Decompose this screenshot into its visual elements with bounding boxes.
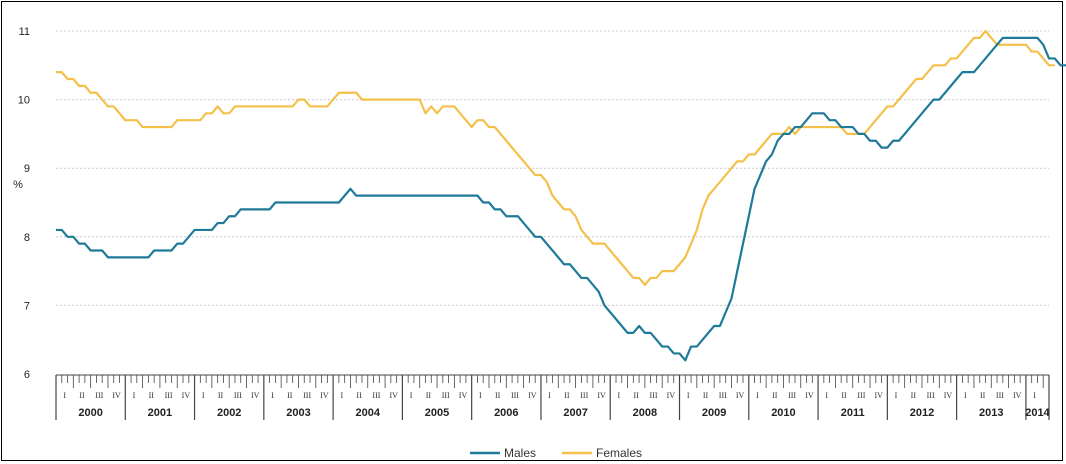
quarter-tick-label: III <box>996 391 1004 400</box>
quarter-tick-label: II <box>287 391 293 400</box>
x-tick-label: 2013 <box>979 407 1003 419</box>
quarter-tick-label: III <box>788 391 796 400</box>
y-tick-label: 6 <box>24 369 30 381</box>
y-tick-label: 10 <box>18 95 30 107</box>
quarter-tick-label: IV <box>528 391 537 400</box>
x-tick-label: 2007 <box>563 407 587 419</box>
quarter-tick-label: II <box>772 391 778 400</box>
x-tick-label: 2009 <box>702 407 726 419</box>
x-tick-label: 2002 <box>217 407 241 419</box>
quarter-tick-label: IV <box>944 391 953 400</box>
quarter-tick-label: II <box>564 391 570 400</box>
quarter-tick-label: II <box>841 391 847 400</box>
quarter-tick-label: IV <box>182 391 191 400</box>
quarter-tick-label: I <box>410 391 413 400</box>
y-tick-label: 11 <box>19 26 30 38</box>
y-tick-label: 7 <box>24 300 30 312</box>
quarter-tick-label: II <box>356 391 362 400</box>
quarter-tick-label: III <box>95 391 103 400</box>
y-tick-label: 9 <box>24 163 30 175</box>
x-tick-label: 2004 <box>356 407 381 419</box>
x-tick-label: 2003 <box>286 407 310 419</box>
x-tick-label: 2001 <box>148 407 172 419</box>
x-tick-label: 2010 <box>771 407 795 419</box>
quarter-tick-label: III <box>511 391 519 400</box>
quarter-tick-label: IV <box>320 391 329 400</box>
quarter-tick-label: II <box>218 391 224 400</box>
quarter-tick-label: II <box>426 391 432 400</box>
quarter-tick-label: IV <box>112 391 121 400</box>
quarter-tick-label: I <box>756 391 759 400</box>
quarter-tick-label: I <box>1033 391 1036 400</box>
x-tick-label: 2011 <box>841 407 865 419</box>
quarter-tick-label: III <box>165 391 173 400</box>
quarter-tick-label: II <box>911 391 917 400</box>
quarter-tick-label: II <box>980 391 986 400</box>
quarter-tick-label: I <box>895 391 898 400</box>
quarter-tick-label: II <box>79 391 85 400</box>
quarter-tick-label: III <box>650 391 658 400</box>
quarter-tick-label: I <box>340 391 343 400</box>
quarter-tick-label: I <box>133 391 136 400</box>
quarter-tick-label: II <box>149 391 155 400</box>
y-tick-label: 8 <box>24 232 30 244</box>
quarter-tick-label: II <box>703 391 709 400</box>
legend-label-males: Males <box>504 446 536 460</box>
quarter-tick-label: I <box>271 391 274 400</box>
quarter-tick-label: III <box>442 391 450 400</box>
quarter-tick-label: IV <box>1013 391 1022 400</box>
quarter-tick-label: III <box>234 391 242 400</box>
legend-label-females: Females <box>596 446 642 460</box>
x-tick-label: 2008 <box>633 407 657 419</box>
quarter-tick-label: II <box>634 391 640 400</box>
quarter-tick-label: I <box>687 391 690 400</box>
x-tick-label: 2006 <box>494 407 518 419</box>
quarter-tick-label: III <box>927 391 935 400</box>
quarter-tick-label: IV <box>597 391 606 400</box>
quarter-tick-label: I <box>548 391 551 400</box>
quarter-tick-label: I <box>964 391 967 400</box>
quarter-tick-label: IV <box>874 391 883 400</box>
quarter-tick-label: II <box>495 391 501 400</box>
quarter-tick-label: IV <box>390 391 399 400</box>
quarter-tick-label: IV <box>667 391 676 400</box>
quarter-tick-label: I <box>479 391 482 400</box>
quarter-tick-label: IV <box>805 391 814 400</box>
quarter-tick-label: III <box>303 391 311 400</box>
quarter-tick-label: IV <box>459 391 468 400</box>
x-tick-label: 2005 <box>425 407 449 419</box>
quarter-tick-label: I <box>63 391 66 400</box>
quarter-tick-label: III <box>857 391 865 400</box>
x-tick-label: 2000 <box>78 407 102 419</box>
series-line-females <box>56 29 1055 286</box>
quarter-tick-label: III <box>580 391 588 400</box>
quarter-tick-label: IV <box>736 391 745 400</box>
quarter-tick-label: I <box>202 391 205 400</box>
quarter-tick-label: III <box>719 391 727 400</box>
quarter-tick-label: III <box>372 391 380 400</box>
series-line-males <box>56 36 1066 362</box>
quarter-tick-label: I <box>618 391 621 400</box>
y-axis-label: % <box>13 179 23 191</box>
quarter-tick-label: IV <box>251 391 260 400</box>
x-tick-label: 2014 <box>1025 407 1050 419</box>
quarter-tick-label: I <box>825 391 828 400</box>
x-tick-label: 2012 <box>910 407 934 419</box>
